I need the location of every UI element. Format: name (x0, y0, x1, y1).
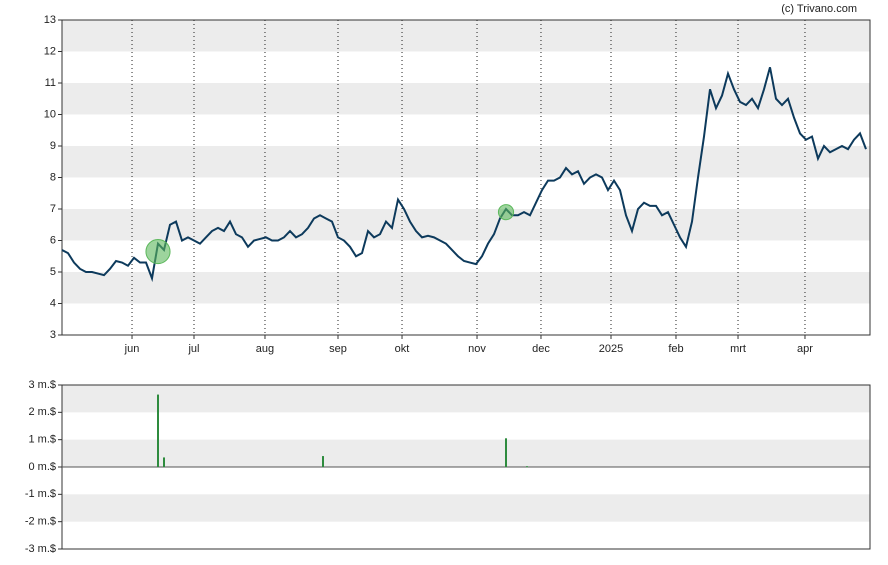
x-tick-label: 2025 (599, 343, 623, 355)
x-tick-label: apr (797, 343, 813, 355)
y-tick-label: 2 m.$ (28, 406, 56, 418)
x-tick-label: aug (256, 343, 274, 355)
plot-frame (61, 19, 871, 336)
y-tick-label: 3 m.$ (28, 379, 56, 391)
y-tick-label: 13 (44, 14, 56, 26)
bar (526, 466, 528, 468)
x-tick-label: nov (468, 343, 486, 355)
x-tick-label: okt (395, 343, 410, 355)
watermark: (c) Trivano.com (781, 3, 857, 15)
bar (163, 457, 165, 467)
grid-band (62, 385, 870, 413)
y-tick-label: 1 m.$ (28, 434, 56, 446)
y-tick-label: 8 (50, 171, 56, 183)
y-tick-label: 11 (45, 77, 56, 89)
grid-band (62, 209, 870, 241)
x-tick-label: jul (187, 343, 199, 355)
price-line (61, 66, 867, 283)
grid-band (62, 83, 870, 115)
y-tick-label: 10 (44, 108, 56, 120)
trade-marker (497, 204, 515, 221)
x-tick-label: feb (668, 343, 683, 355)
y-tick-label: 5 (50, 266, 56, 278)
x-tick-label: sep (329, 343, 347, 355)
bar (322, 456, 324, 467)
trade-marker (145, 238, 171, 265)
grid-band (62, 146, 870, 178)
y-tick-label: 6 (50, 234, 56, 246)
bar (505, 438, 507, 467)
grid-band (62, 20, 870, 52)
y-tick-label: 4 (50, 297, 56, 309)
x-tick-label: mrt (730, 343, 746, 355)
y-tick-label: -1 m.$ (25, 488, 56, 500)
y-tick-label: -3 m.$ (25, 543, 56, 555)
y-tick-label: 3 (50, 329, 56, 341)
x-tick-label: jun (124, 343, 140, 355)
y-tick-label: 0 m.$ (28, 461, 56, 473)
grid-band (62, 494, 870, 522)
bar (157, 394, 159, 467)
y-tick-label: -2 m.$ (25, 516, 56, 528)
y-tick-label: 9 (50, 140, 56, 152)
grid-band (62, 272, 870, 304)
y-tick-label: 7 (50, 203, 56, 215)
x-tick-label: dec (532, 343, 550, 355)
y-tick-label: 12 (44, 45, 56, 57)
grid-band (62, 439, 870, 467)
